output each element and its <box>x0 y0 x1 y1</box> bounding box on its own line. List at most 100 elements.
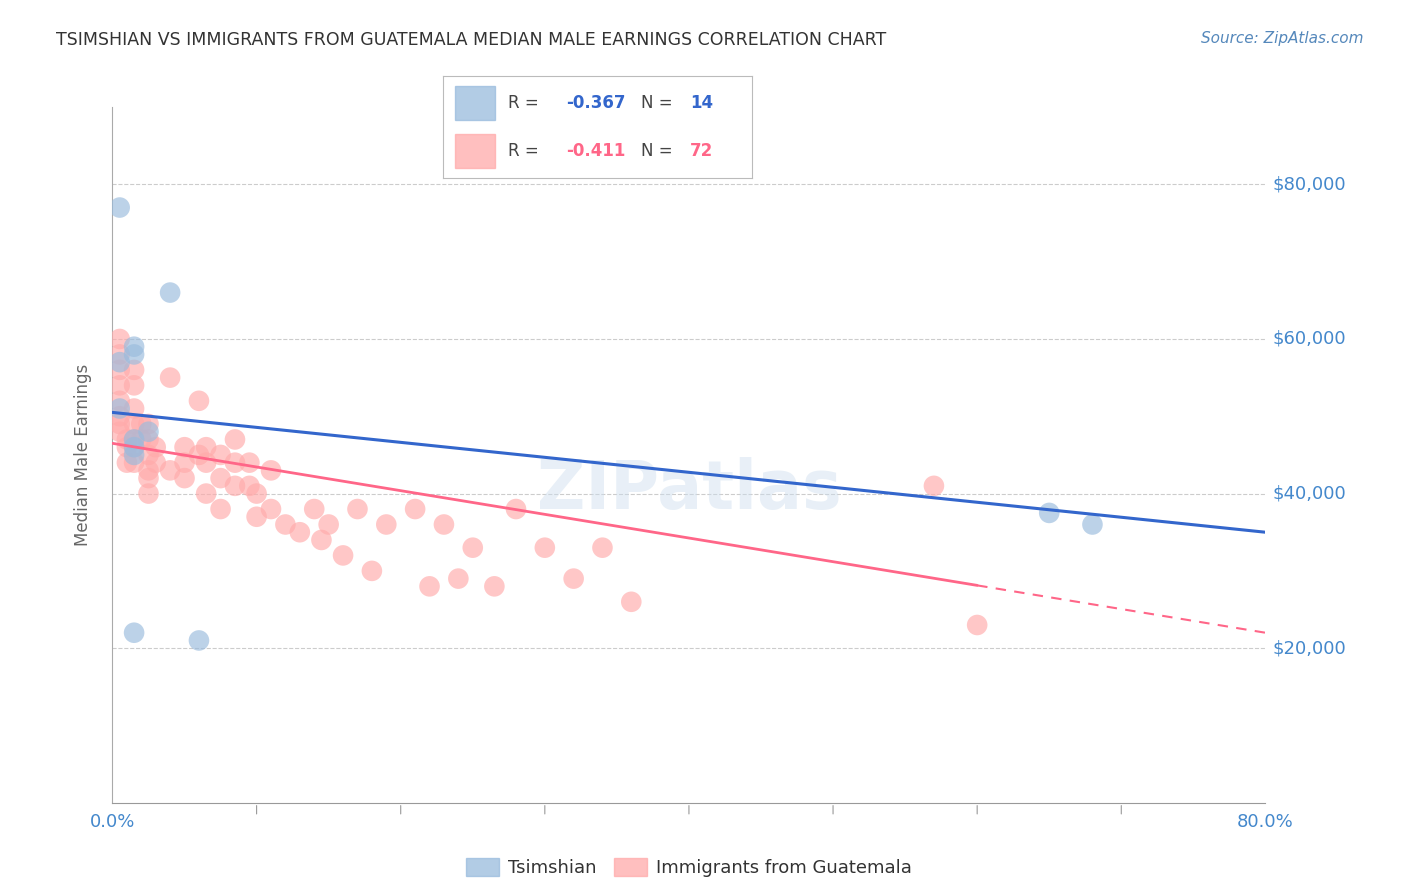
Text: ZIPatlas: ZIPatlas <box>537 457 841 523</box>
Point <box>122 440 145 454</box>
Point <box>173 471 195 485</box>
Point <box>966 618 988 632</box>
Point <box>533 541 555 555</box>
Point <box>108 401 131 416</box>
Point <box>138 463 160 477</box>
Point <box>304 502 326 516</box>
Point <box>245 509 267 524</box>
Point <box>122 433 145 447</box>
Point <box>138 486 160 500</box>
Point <box>122 456 145 470</box>
Point <box>138 448 160 462</box>
Point <box>122 417 145 431</box>
Point <box>592 541 614 555</box>
Point <box>122 625 145 640</box>
Point <box>108 355 131 369</box>
Point <box>188 393 211 408</box>
Point <box>209 471 232 485</box>
Point <box>188 448 211 462</box>
Point <box>122 347 145 361</box>
Point <box>419 579 441 593</box>
Point <box>288 525 311 540</box>
Point <box>115 456 138 470</box>
Point <box>159 285 181 300</box>
Point <box>238 456 260 470</box>
Bar <box>456 135 495 168</box>
Point <box>332 549 354 563</box>
Text: Source: ZipAtlas.com: Source: ZipAtlas.com <box>1201 31 1364 46</box>
Point <box>108 332 131 346</box>
Point <box>404 502 426 516</box>
Text: $80,000: $80,000 <box>1272 176 1346 194</box>
Point <box>922 479 945 493</box>
Point <box>108 363 131 377</box>
Point <box>360 564 382 578</box>
Point <box>209 502 232 516</box>
Point <box>224 456 246 470</box>
Point <box>461 541 484 555</box>
Point <box>115 440 138 454</box>
Point <box>122 448 145 462</box>
Point <box>1081 517 1104 532</box>
Point <box>129 417 153 431</box>
Point <box>173 456 195 470</box>
Text: 14: 14 <box>690 94 713 112</box>
Point <box>122 433 145 447</box>
Point <box>274 517 297 532</box>
Point <box>375 517 398 532</box>
Point <box>115 433 138 447</box>
Point <box>311 533 333 547</box>
Point <box>195 486 218 500</box>
Point <box>138 417 160 431</box>
Point <box>108 201 131 215</box>
Point <box>145 456 167 470</box>
Point <box>318 517 340 532</box>
Point <box>195 456 218 470</box>
Text: -0.367: -0.367 <box>567 94 626 112</box>
Point <box>138 471 160 485</box>
Point <box>173 440 195 454</box>
Point <box>484 579 506 593</box>
Text: R =: R = <box>508 94 538 112</box>
Point <box>122 440 145 454</box>
Point <box>108 347 131 361</box>
Text: $40,000: $40,000 <box>1272 484 1346 502</box>
Bar <box>456 87 495 120</box>
Text: 72: 72 <box>690 142 714 161</box>
Point <box>138 433 160 447</box>
Text: R =: R = <box>508 142 538 161</box>
Point <box>224 479 246 493</box>
Point <box>433 517 456 532</box>
Point <box>122 340 145 354</box>
Text: N =: N = <box>641 142 672 161</box>
Point <box>159 370 181 384</box>
Text: TSIMSHIAN VS IMMIGRANTS FROM GUATEMALA MEDIAN MALE EARNINGS CORRELATION CHART: TSIMSHIAN VS IMMIGRANTS FROM GUATEMALA M… <box>56 31 887 49</box>
Point <box>1038 506 1060 520</box>
Point <box>108 425 131 439</box>
Point <box>188 633 211 648</box>
Point <box>245 486 267 500</box>
Point <box>145 440 167 454</box>
Text: -0.411: -0.411 <box>567 142 626 161</box>
Text: $60,000: $60,000 <box>1272 330 1346 348</box>
Point <box>138 425 160 439</box>
Point <box>122 401 145 416</box>
Point <box>159 463 181 477</box>
Point <box>108 393 131 408</box>
Point <box>108 417 131 431</box>
Legend: Tsimshian, Immigrants from Guatemala: Tsimshian, Immigrants from Guatemala <box>458 850 920 884</box>
Point <box>224 433 246 447</box>
Point <box>620 595 643 609</box>
Point <box>209 448 232 462</box>
Point <box>122 363 145 377</box>
Point <box>238 479 260 493</box>
Point <box>122 378 145 392</box>
Point <box>108 409 131 424</box>
Point <box>108 378 131 392</box>
Point <box>195 440 218 454</box>
Point <box>260 463 283 477</box>
Point <box>505 502 527 516</box>
Point <box>562 572 585 586</box>
Point <box>346 502 368 516</box>
Text: $20,000: $20,000 <box>1272 640 1346 657</box>
